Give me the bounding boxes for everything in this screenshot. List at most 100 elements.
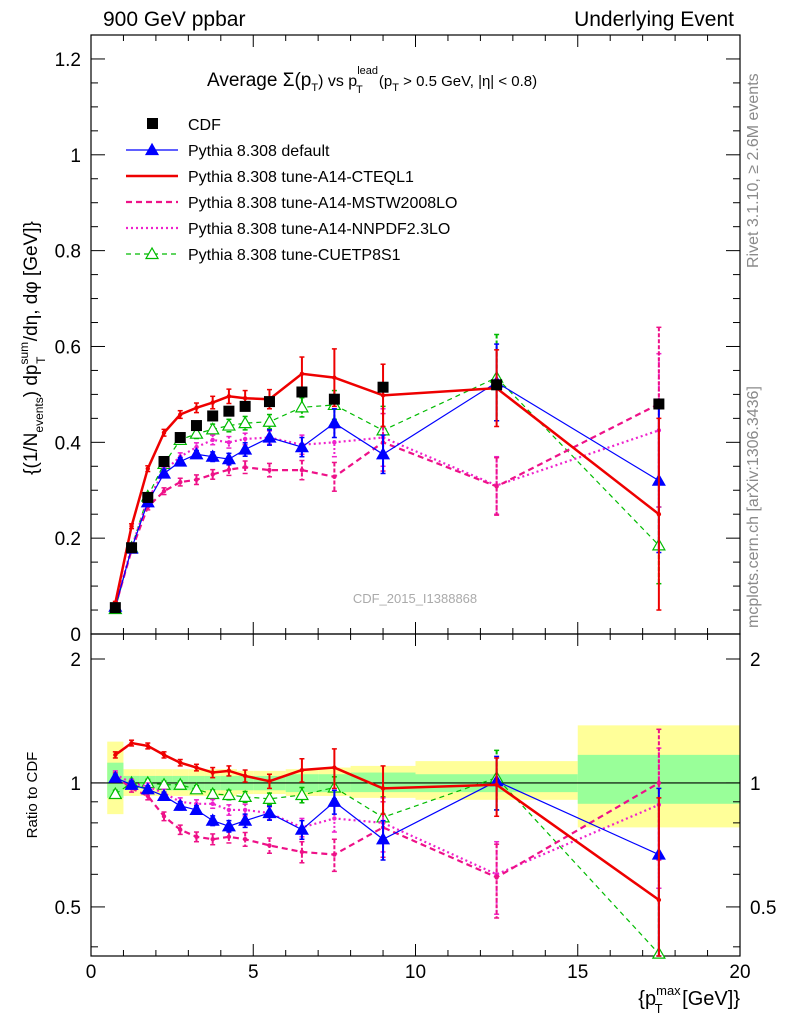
main-marker-a14_cteql1 xyxy=(242,396,248,401)
ratio-marker-a14_cteql1 xyxy=(226,768,232,774)
x-tick-label: 20 xyxy=(729,962,750,983)
ratio-marker-a14_cteql1 xyxy=(299,767,305,773)
ratio-marker-a14_mstw xyxy=(299,849,305,855)
cdf-data-point xyxy=(158,455,170,467)
ratio-marker-a14_mstw xyxy=(194,834,199,840)
xlabel-part1: {p xyxy=(638,988,656,1010)
ratio-marker-a14_nnpdf xyxy=(210,801,215,806)
ratio-marker-a14_cteql1 xyxy=(161,752,167,758)
ratio-marker-cuetp8s1 xyxy=(205,786,220,800)
ratio-marker-a14_mstw xyxy=(178,827,183,832)
axis-ticks xyxy=(90,34,741,956)
cdf-data-point xyxy=(653,398,665,410)
ratio-marker-a14_cteql1 xyxy=(656,897,662,903)
cdf-data-point xyxy=(142,491,154,503)
cdf-data-point xyxy=(223,405,235,417)
ratio-marker-a14_cteql1 xyxy=(194,765,199,770)
axis-tick-labels: 0 5 10 15 20 0 0.2 0.4 0.6 0.8 1 1.2 0.5 0.5 1 1 2 2 xyxy=(55,50,777,983)
main-marker-a14_cteql1 xyxy=(332,375,337,380)
main-marker-a14_mstw xyxy=(332,474,337,480)
main-line-cuetp8s1 xyxy=(114,376,660,610)
ratio-y-tick-label-right: 2 xyxy=(750,650,761,671)
ratio-marker-default xyxy=(327,794,342,807)
main-marker-a14_cteql1 xyxy=(299,371,305,376)
main-marker-a14_mstw xyxy=(226,467,232,472)
ratio-uncertainty-bands xyxy=(107,725,740,828)
main-marker-default xyxy=(327,415,342,429)
main-marker-default xyxy=(156,466,172,479)
ratio-marker-a14_mstw xyxy=(210,837,215,842)
main-y-axis-label: {(1/Nevents) dpsum T /dη, dφ [GeV]} xyxy=(17,221,48,475)
plot-title-sub-t2: T xyxy=(356,84,363,96)
plot-title-sub-t3: T xyxy=(392,82,399,94)
main-marker-a14_mstw xyxy=(494,484,499,489)
ratio-marker-a14_cteql1 xyxy=(210,770,215,775)
main-marker-default xyxy=(262,430,277,443)
plot-title: Average Σ(pT) vs plead T (pT > 0.5 GeV, |… xyxy=(207,65,537,96)
y-tick-label: 0.6 xyxy=(55,337,81,358)
ratio-marker-default xyxy=(205,813,220,826)
ratio-marker-a14_mstw xyxy=(494,875,499,880)
main-marker-a14_cteql1 xyxy=(161,430,167,435)
main-marker-a14_nnpdf xyxy=(332,440,337,445)
legend-label-cdf: CDF xyxy=(188,117,221,134)
ratio-marker-default xyxy=(238,813,253,826)
main-marker-a14_mstw xyxy=(161,488,167,494)
ratio-marker-a14_mstw xyxy=(656,780,662,786)
plot-title-pre: Average xyxy=(207,70,283,91)
y-tick-label: 1.2 xyxy=(55,50,81,71)
xlabel-part2: [GeV]} xyxy=(677,988,741,1010)
ratio-y-tick-label: 1 xyxy=(70,774,81,795)
ratio-marker-a14_mstw xyxy=(242,837,248,842)
ratio-marker-a14_cteql1 xyxy=(178,760,183,765)
main-marker-cuetp8s1 xyxy=(294,400,309,413)
main-marker-a14_mstw xyxy=(242,465,248,470)
legend-label-default: Pythia 8.308 default xyxy=(188,143,330,160)
plot-title-vs: ) vs p xyxy=(318,73,357,90)
cdf-data-point xyxy=(174,432,186,444)
main-marker-a14_mstw xyxy=(267,467,272,473)
main-marker-a14_mstw xyxy=(299,467,305,473)
ylabel-sub-events: events xyxy=(32,397,46,432)
watermark: CDF_2015_I1388868 xyxy=(353,591,477,606)
main-marker-cuetp8s1 xyxy=(262,414,277,427)
ratio-marker-a14_cteql1 xyxy=(242,773,248,779)
main-marker-a14_cteql1 xyxy=(380,393,386,398)
cdf-data-point xyxy=(207,410,219,422)
ratio-marker-default xyxy=(221,819,236,832)
ratio-marker-default xyxy=(294,822,309,835)
header-right: Underlying Event xyxy=(574,8,734,31)
main-marker-cuetp8s1 xyxy=(205,422,220,435)
legend: CDF Pythia 8.308 default Pythia 8.308 tune… xyxy=(126,117,457,264)
xlabel-sup-max: max xyxy=(656,983,681,998)
ratio-marker-a14_mstw xyxy=(145,793,150,799)
ratio-y-tick-label: 0.5 xyxy=(55,898,81,919)
cdf-data-point xyxy=(190,420,202,432)
ratio-marker-default xyxy=(189,802,204,816)
ratio-series-layer xyxy=(108,728,666,959)
cdf-data-point xyxy=(109,602,121,614)
legend-label-cuetp8s1: Pythia 8.308 tune-CUETP8S1 xyxy=(188,247,401,264)
ratio-marker-a14_mstw xyxy=(267,843,272,848)
y-tick-label: 0.4 xyxy=(55,433,82,454)
y-tick-label: 0.8 xyxy=(55,242,81,263)
ratio-y-tick-label-right: 0.5 xyxy=(750,898,776,919)
ratio-marker-cuetp8s1 xyxy=(238,789,253,803)
main-marker-a14_cteql1 xyxy=(129,523,134,529)
main-marker-a14_cteql1 xyxy=(194,405,199,411)
ratio-y-axis-label: Ratio to CDF xyxy=(24,752,41,839)
ratio-marker-a14_cteql1 xyxy=(380,786,386,791)
ratio-marker-a14_cteql1 xyxy=(145,743,150,749)
ratio-marker-a14_cteql1 xyxy=(129,740,134,746)
cdf-data-point xyxy=(263,396,275,408)
ratio-marker-default xyxy=(376,832,391,845)
legend-label-a14_cteql1: Pythia 8.308 tune-A14-CTEQL1 xyxy=(188,169,414,186)
cdf-data-point xyxy=(328,393,340,405)
main-marker-default xyxy=(189,447,204,460)
x-tick-label: 5 xyxy=(248,962,259,983)
x-tick-label: 0 xyxy=(86,962,97,983)
ylabel-part1: {(1/N xyxy=(21,433,42,475)
ratio-marker-default xyxy=(124,777,139,790)
